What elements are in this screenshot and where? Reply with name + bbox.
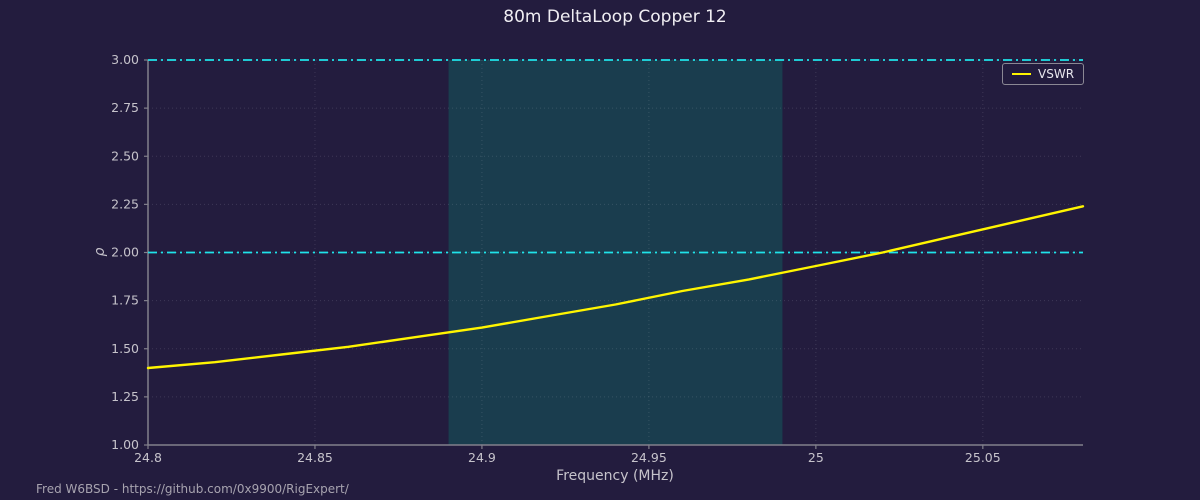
- x-axis-label: Frequency (MHz): [556, 468, 674, 484]
- x-tick-label: 24.8: [134, 450, 162, 465]
- y-tick-label: 2.75: [111, 100, 139, 115]
- y-tick-label: 1.25: [111, 389, 139, 404]
- x-tick-label: 24.95: [631, 450, 667, 465]
- legend: VSWR: [1002, 63, 1085, 85]
- y-tick-label: 3.00: [111, 52, 139, 67]
- y-tick-label: 1.50: [111, 341, 139, 356]
- y-tick-label: 1.00: [111, 437, 139, 452]
- legend-label: VSWR: [1038, 67, 1075, 81]
- legend-line-swatch: [1012, 73, 1031, 75]
- y-tick-label: 2.50: [111, 148, 139, 163]
- vswr-line: [146, 205, 1085, 370]
- y-axis-label: ρ: [92, 247, 108, 257]
- chart-title: 80m DeltaLoop Copper 12: [503, 7, 727, 27]
- y-tick-label: 2.00: [111, 245, 139, 260]
- x-tick-label: 25.05: [965, 450, 1001, 465]
- x-tick-label: 24.9: [468, 450, 496, 465]
- x-tick-label: 25: [808, 450, 824, 465]
- y-tick-label: 1.75: [111, 293, 139, 308]
- x-tick-label: 24.85: [297, 450, 333, 465]
- footer-credit: Fred W6BSD - https://github.com/0x9900/R…: [36, 482, 349, 496]
- y-tick-label: 2.25: [111, 196, 139, 211]
